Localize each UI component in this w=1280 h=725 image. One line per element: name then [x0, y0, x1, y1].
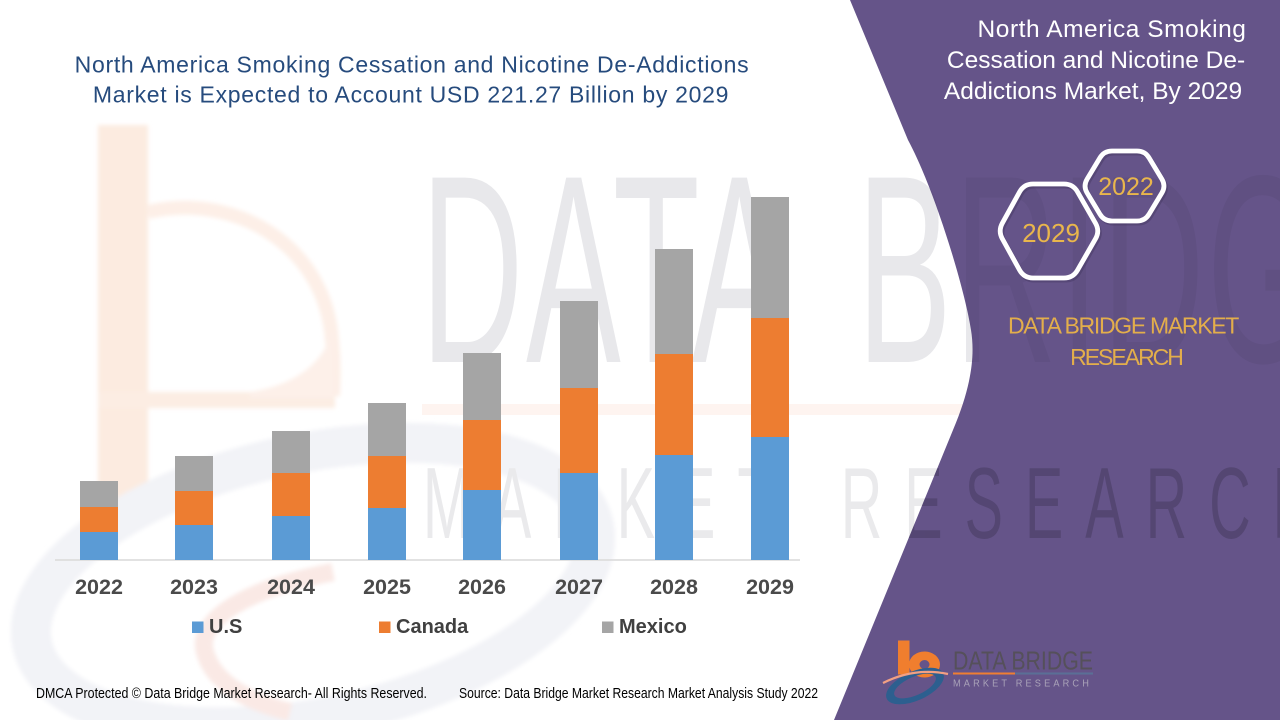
svg-text:Addictions Market, By 2029: Addictions Market, By 2029	[944, 78, 1242, 105]
svg-text:MARKET RESEARCH: MARKET RESEARCH	[953, 679, 1092, 690]
svg-text:U.S: U.S	[209, 616, 242, 638]
svg-text:2029: 2029	[1022, 218, 1080, 248]
svg-text:Source: Data Bridge Market Res: Source: Data Bridge Market Research Mark…	[459, 685, 818, 702]
svg-text:DATA BRIDGE MARKET: DATA BRIDGE MARKET	[1008, 313, 1239, 339]
svg-text:2022: 2022	[75, 575, 123, 599]
svg-text:Mexico: Mexico	[619, 616, 687, 638]
svg-text:2022: 2022	[1098, 173, 1154, 201]
svg-text:2023: 2023	[170, 575, 218, 599]
svg-text:Cessation and Nicotine De-: Cessation and Nicotine De-	[947, 47, 1245, 74]
svg-text:DATA BRIDGE: DATA BRIDGE	[953, 646, 1093, 676]
svg-text:Canada: Canada	[396, 616, 469, 638]
svg-text:2025: 2025	[363, 575, 411, 599]
svg-text:2027: 2027	[555, 575, 603, 599]
svg-text:2029: 2029	[746, 575, 794, 599]
svg-text:2024: 2024	[267, 575, 315, 599]
svg-text:Market is Expected to Account: Market is Expected to Account USD 221.27…	[93, 82, 729, 108]
svg-text:2026: 2026	[458, 575, 506, 599]
svg-text:2028: 2028	[650, 575, 698, 599]
svg-text:North America Smoking Cessatio: North America Smoking Cessation and Nico…	[75, 52, 750, 78]
svg-text:North America Smoking: North America Smoking	[978, 16, 1247, 43]
svg-text:DMCA Protected © Data Bridge M: DMCA Protected © Data Bridge Market Rese…	[36, 685, 427, 702]
svg-text:RESEARCH: RESEARCH	[1070, 344, 1182, 370]
